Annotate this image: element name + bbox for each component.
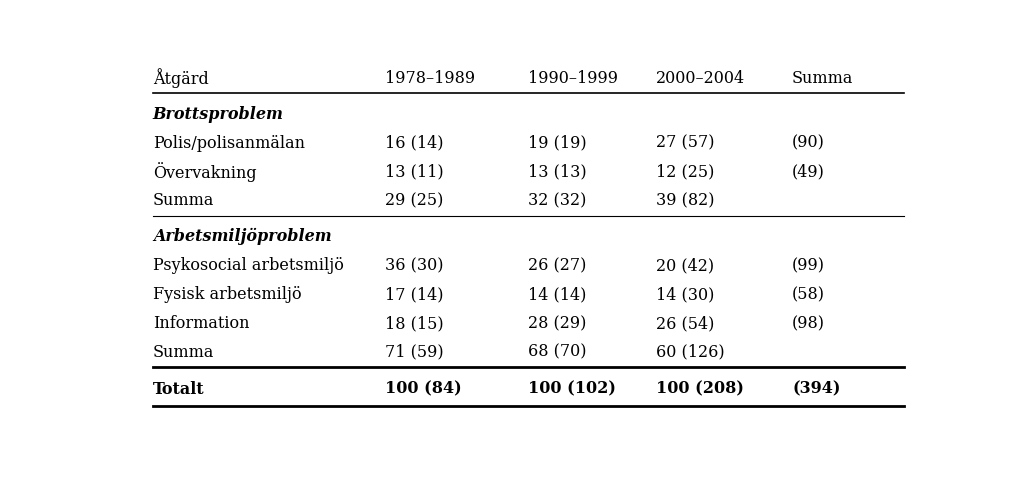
Text: 1990–1999: 1990–1999 (529, 70, 619, 87)
Text: Brottsproblem: Brottsproblem (153, 106, 284, 123)
Text: (99): (99) (792, 257, 825, 274)
Text: 14 (30): 14 (30) (656, 286, 714, 303)
Text: (49): (49) (792, 164, 825, 180)
Text: 100 (84): 100 (84) (385, 380, 461, 398)
Text: (98): (98) (792, 315, 825, 332)
Text: Summa: Summa (153, 192, 214, 209)
Text: 68 (70): 68 (70) (529, 344, 587, 361)
Text: Summa: Summa (153, 344, 214, 361)
Text: 71 (59): 71 (59) (385, 344, 443, 361)
Text: 12 (25): 12 (25) (656, 164, 714, 180)
Text: 2000–2004: 2000–2004 (656, 70, 745, 87)
Text: 18 (15): 18 (15) (385, 315, 443, 332)
Text: 13 (11): 13 (11) (385, 164, 443, 180)
Text: 26 (27): 26 (27) (529, 257, 587, 274)
Text: 13 (13): 13 (13) (529, 164, 587, 180)
Text: 17 (14): 17 (14) (385, 286, 443, 303)
Text: (90): (90) (792, 134, 825, 152)
Text: 26 (54): 26 (54) (656, 315, 714, 332)
Text: Övervakning: Övervakning (153, 162, 257, 182)
Text: Information: Information (153, 315, 250, 332)
Text: 29 (25): 29 (25) (385, 192, 443, 209)
Text: 19 (19): 19 (19) (529, 134, 587, 152)
Text: 100 (208): 100 (208) (656, 380, 744, 398)
Text: Arbetsmiljöproblem: Arbetsmiljöproblem (153, 228, 332, 246)
Text: 36 (30): 36 (30) (385, 257, 443, 274)
Text: Fysisk arbetsmiljö: Fysisk arbetsmiljö (153, 286, 301, 303)
Text: 100 (102): 100 (102) (529, 380, 617, 398)
Text: (58): (58) (792, 286, 825, 303)
Text: 60 (126): 60 (126) (656, 344, 725, 361)
Text: 27 (57): 27 (57) (656, 134, 714, 152)
Text: Totalt: Totalt (153, 380, 204, 398)
Text: Åtgärd: Åtgärd (153, 68, 208, 88)
Text: 16 (14): 16 (14) (385, 134, 443, 152)
Text: 1978–1989: 1978–1989 (385, 70, 474, 87)
Text: 28 (29): 28 (29) (529, 315, 587, 332)
Text: 32 (32): 32 (32) (529, 192, 587, 209)
Text: Summa: Summa (792, 70, 854, 87)
Text: 14 (14): 14 (14) (529, 286, 587, 303)
Text: (394): (394) (792, 380, 840, 398)
Text: Psykosocial arbetsmiljö: Psykosocial arbetsmiljö (153, 257, 343, 274)
Text: Polis/polisanmälan: Polis/polisanmälan (153, 134, 305, 152)
Text: 20 (42): 20 (42) (656, 257, 714, 274)
Text: 39 (82): 39 (82) (656, 192, 714, 209)
